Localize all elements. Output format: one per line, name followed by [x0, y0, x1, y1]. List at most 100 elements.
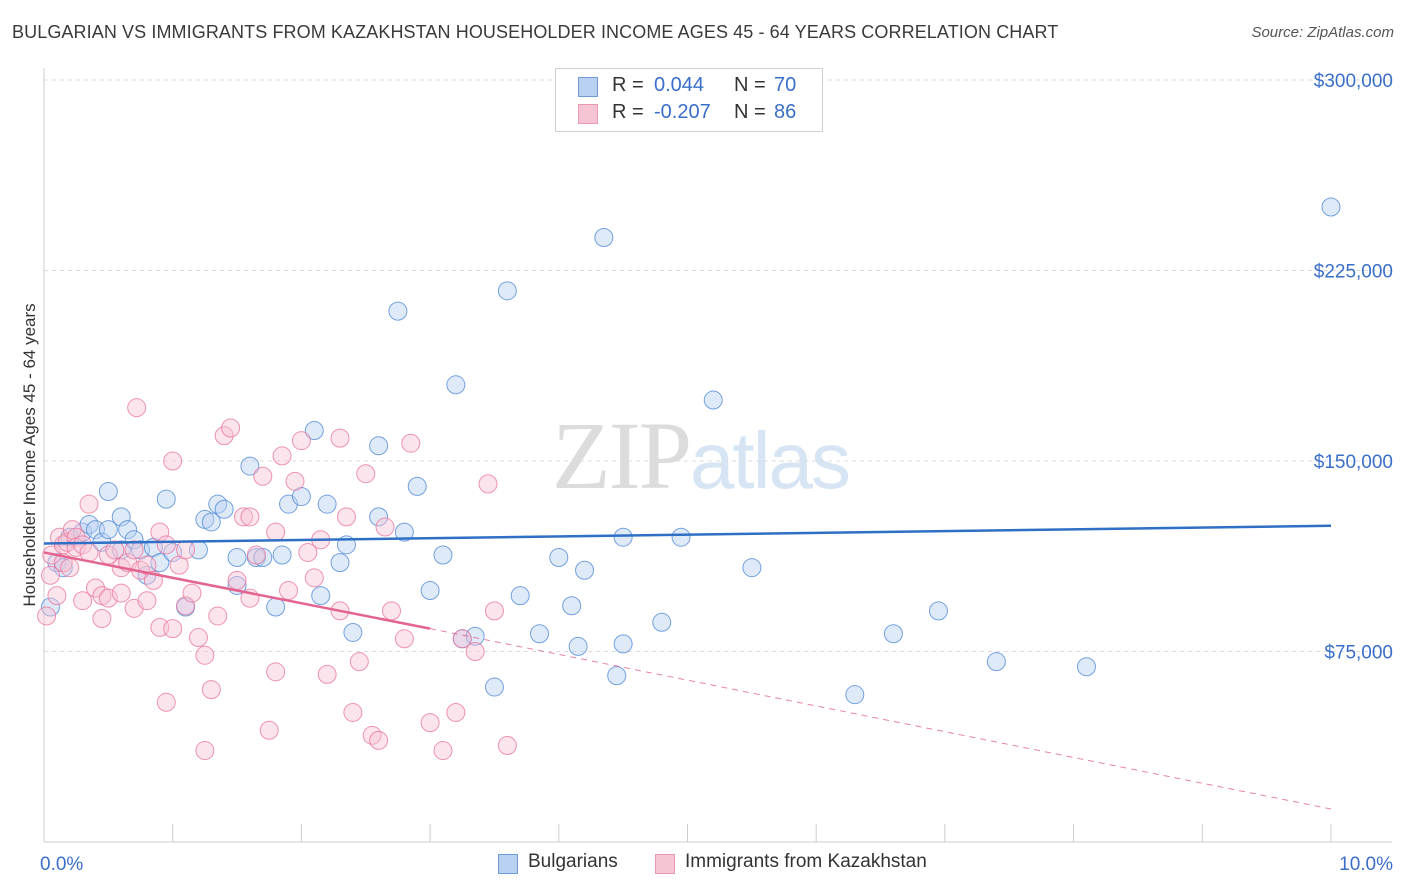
y-tick-label: $150,000: [1314, 452, 1393, 473]
data-point-bulgarians: [343, 622, 363, 642]
y-axis-title: Householder Income Ages 45 - 64 years: [20, 303, 39, 607]
correlation-legend: R = 0.044 N = 70 R = -0.207 N = 86: [555, 68, 823, 132]
data-point-bulgarians: [510, 586, 530, 606]
data-point-kazakhstan: [40, 565, 60, 585]
trendline-bulgarians: [43, 524, 1332, 545]
data-point-bulgarians: [497, 281, 517, 301]
data-point-bulgarians: [420, 581, 440, 601]
data-point-bulgarians: [562, 596, 582, 616]
data-point-kazakhstan: [272, 446, 292, 466]
data-point-kazakhstan: [163, 451, 183, 471]
data-point-kazakhstan: [349, 652, 369, 672]
data-point-kazakhstan: [497, 735, 517, 755]
data-point-bulgarians: [742, 558, 762, 578]
data-point-bulgarians: [227, 548, 247, 568]
bottom-legend-label: Bulgarians: [528, 851, 618, 872]
data-point-kazakhstan: [246, 545, 266, 565]
data-point-kazakhstan: [420, 713, 440, 733]
data-point-kazakhstan: [195, 741, 215, 761]
data-point-kazakhstan: [227, 570, 247, 590]
data-point-bulgarians: [266, 597, 286, 617]
legend-n-label: N =: [734, 101, 766, 123]
data-point-kazakhstan: [259, 720, 279, 740]
data-point-bulgarians: [1321, 197, 1341, 217]
data-point-kazakhstan: [124, 540, 144, 560]
data-point-kazakhstan: [79, 542, 99, 562]
data-point-kazakhstan: [240, 507, 260, 527]
data-point-bulgarians: [304, 421, 324, 441]
data-point-bulgarians: [330, 553, 350, 573]
data-point-kazakhstan: [79, 494, 99, 514]
trendline-kazakhstan-extension: [430, 628, 1332, 810]
data-point-bulgarians: [98, 520, 118, 540]
y-tick-label: $75,000: [1324, 643, 1393, 664]
data-point-kazakhstan: [478, 474, 498, 494]
data-point-kazakhstan: [176, 540, 196, 560]
data-point-kazakhstan: [452, 629, 472, 649]
y-tick-label: $225,000: [1314, 262, 1393, 283]
data-point-bulgarians: [240, 456, 260, 476]
data-point-bulgarians: [111, 507, 131, 527]
data-point-kazakhstan: [304, 568, 324, 588]
data-point-kazakhstan: [446, 702, 466, 722]
data-point-kazakhstan: [343, 702, 363, 722]
data-point-kazakhstan: [111, 583, 131, 603]
data-point-bulgarians: [568, 636, 588, 656]
data-point-kazakhstan: [253, 466, 273, 486]
data-point-bulgarians: [124, 530, 144, 550]
data-point-bulgarians: [85, 520, 105, 540]
legend-r-label: R =: [612, 74, 644, 96]
data-point-bulgarians: [98, 481, 118, 501]
data-point-kazakhstan: [176, 596, 196, 616]
legend-n-label: N =: [734, 74, 766, 96]
data-point-bulgarians: [613, 527, 633, 547]
data-point-kazakhstan: [214, 426, 234, 446]
data-point-kazakhstan: [85, 578, 105, 598]
data-point-bulgarians: [671, 527, 691, 547]
data-point-kazakhstan: [73, 535, 93, 555]
data-point-bulgarians: [845, 685, 865, 705]
data-point-kazakhstan: [336, 507, 356, 527]
data-point-kazakhstan: [317, 664, 337, 684]
data-point-kazakhstan: [465, 642, 485, 661]
data-point-bulgarians: [369, 507, 389, 527]
bottom-legend-swatch-pink: [655, 854, 675, 874]
data-point-bulgarians: [928, 601, 948, 621]
legend-r-label: R =: [612, 101, 644, 123]
data-point-bulgarians: [272, 545, 292, 565]
data-point-kazakhstan: [356, 464, 376, 484]
data-point-kazakhstan: [37, 606, 57, 626]
data-point-kazakhstan: [195, 645, 215, 665]
data-point-kazakhstan: [188, 628, 208, 648]
y-tick-label: $300,000: [1314, 71, 1393, 92]
chart-title: BULGARIAN VS IMMIGRANTS FROM KAZAKHSTAN …: [12, 22, 1059, 42]
data-point-kazakhstan: [375, 517, 395, 537]
data-point-bulgarians: [201, 512, 221, 532]
data-point-bulgarians: [484, 677, 504, 697]
data-point-bulgarians: [529, 624, 549, 644]
watermark: ZIPatlas: [552, 400, 851, 511]
data-point-kazakhstan: [394, 629, 414, 649]
watermark-zip: ZIP: [552, 402, 692, 509]
legend-swatch-pink: [578, 104, 598, 124]
data-point-kazakhstan: [137, 591, 157, 611]
data-point-kazakhstan: [98, 588, 118, 608]
legend-n-value: 86: [774, 101, 797, 123]
data-point-kazakhstan: [433, 741, 453, 761]
data-point-kazakhstan: [201, 680, 221, 700]
data-point-bulgarians: [594, 227, 614, 247]
data-point-bulgarians: [652, 612, 672, 632]
legend-r-value: 0.044: [654, 74, 705, 96]
data-point-kazakhstan: [298, 542, 318, 562]
data-point-kazakhstan: [279, 581, 299, 601]
data-point-bulgarians: [433, 545, 453, 565]
data-point-kazakhstan: [127, 398, 147, 418]
data-point-bulgarians: [986, 652, 1006, 672]
data-point-bulgarians: [317, 494, 337, 514]
legend-r-value: -0.207: [654, 101, 711, 123]
data-point-kazakhstan: [266, 522, 286, 542]
data-point-kazakhstan: [401, 433, 421, 453]
data-point-kazakhstan: [291, 431, 311, 451]
data-point-kazakhstan: [73, 591, 93, 611]
data-point-kazakhstan: [330, 428, 350, 448]
